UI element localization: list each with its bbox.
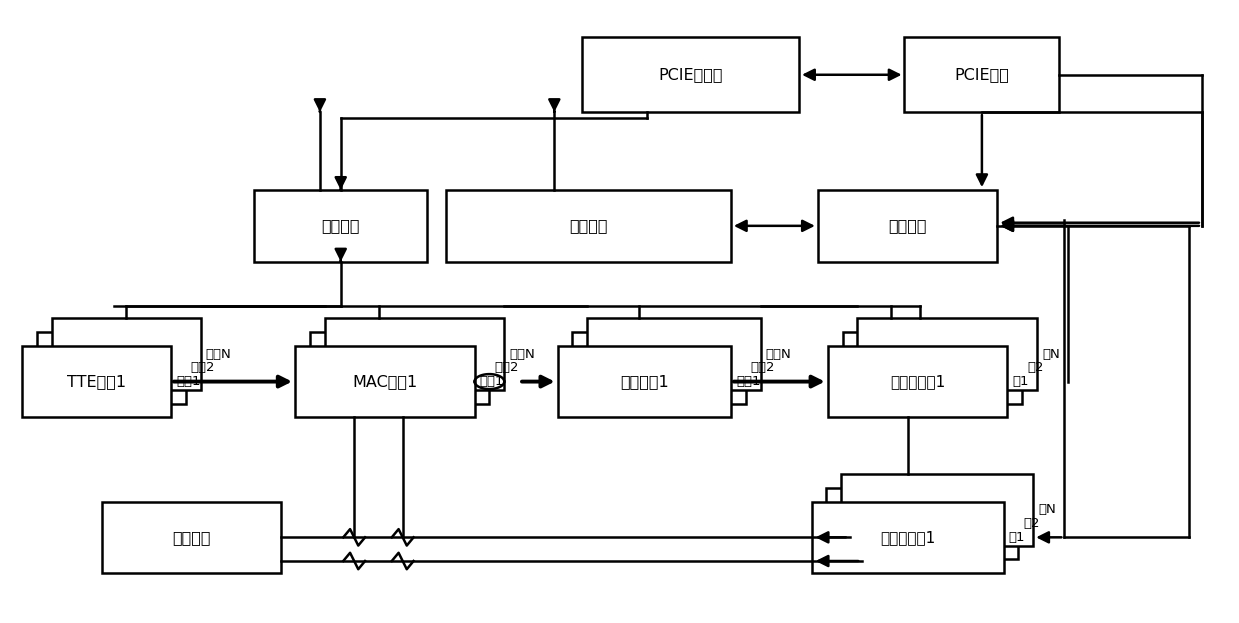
Text: 接口N: 接口N xyxy=(206,348,232,361)
Text: 列1: 列1 xyxy=(1012,375,1028,388)
Bar xyxy=(295,346,475,417)
Text: 控制1: 控制1 xyxy=(736,375,761,388)
Text: 实时时钟: 实时时钟 xyxy=(172,530,211,545)
Bar xyxy=(587,318,761,390)
Bar xyxy=(572,332,746,404)
Text: 数据帧队列1: 数据帧队列1 xyxy=(890,374,945,389)
Text: 描述符队列1: 描述符队列1 xyxy=(880,530,935,545)
Text: 列N: 列N xyxy=(1042,348,1059,361)
Text: 捕获管理: 捕获管理 xyxy=(321,218,361,234)
Text: MAC接收1: MAC接收1 xyxy=(352,374,418,389)
Text: 接收N: 接收N xyxy=(509,348,535,361)
Text: PCIE接口: PCIE接口 xyxy=(954,67,1010,82)
Text: PCIE控制器: PCIE控制器 xyxy=(658,67,724,82)
Bar xyxy=(812,502,1004,573)
Bar xyxy=(52,318,201,390)
Bar xyxy=(582,37,799,112)
Bar xyxy=(37,332,186,404)
Bar xyxy=(818,190,997,262)
Text: 接口1: 接口1 xyxy=(176,375,201,388)
Text: 接收1: 接收1 xyxy=(479,375,504,388)
Text: 数据管理: 数据管理 xyxy=(888,218,927,234)
Bar xyxy=(857,318,1037,390)
Text: TTE接口1: TTE接口1 xyxy=(67,374,126,389)
Text: 过滤控制1: 过滤控制1 xyxy=(620,374,669,389)
Bar xyxy=(310,332,489,404)
Text: 接口2: 接口2 xyxy=(191,361,216,374)
Bar xyxy=(102,502,281,573)
Text: 控制2: 控制2 xyxy=(751,361,776,374)
Text: 列2: 列2 xyxy=(1023,517,1040,530)
Bar xyxy=(558,346,731,417)
Text: 接收2: 接收2 xyxy=(494,361,519,374)
Text: 列2: 列2 xyxy=(1027,361,1043,374)
Bar xyxy=(826,488,1018,559)
Text: 控制N: 控制N xyxy=(766,348,792,361)
Bar xyxy=(22,346,171,417)
Bar xyxy=(254,190,427,262)
Text: 列N: 列N xyxy=(1038,503,1056,516)
Bar xyxy=(446,190,731,262)
Bar xyxy=(828,346,1007,417)
Bar xyxy=(325,318,504,390)
Text: 列1: 列1 xyxy=(1009,531,1025,544)
Text: 数据缓存: 数据缓存 xyxy=(569,218,608,234)
Bar xyxy=(904,37,1059,112)
Bar xyxy=(841,474,1033,546)
Bar xyxy=(843,332,1022,404)
